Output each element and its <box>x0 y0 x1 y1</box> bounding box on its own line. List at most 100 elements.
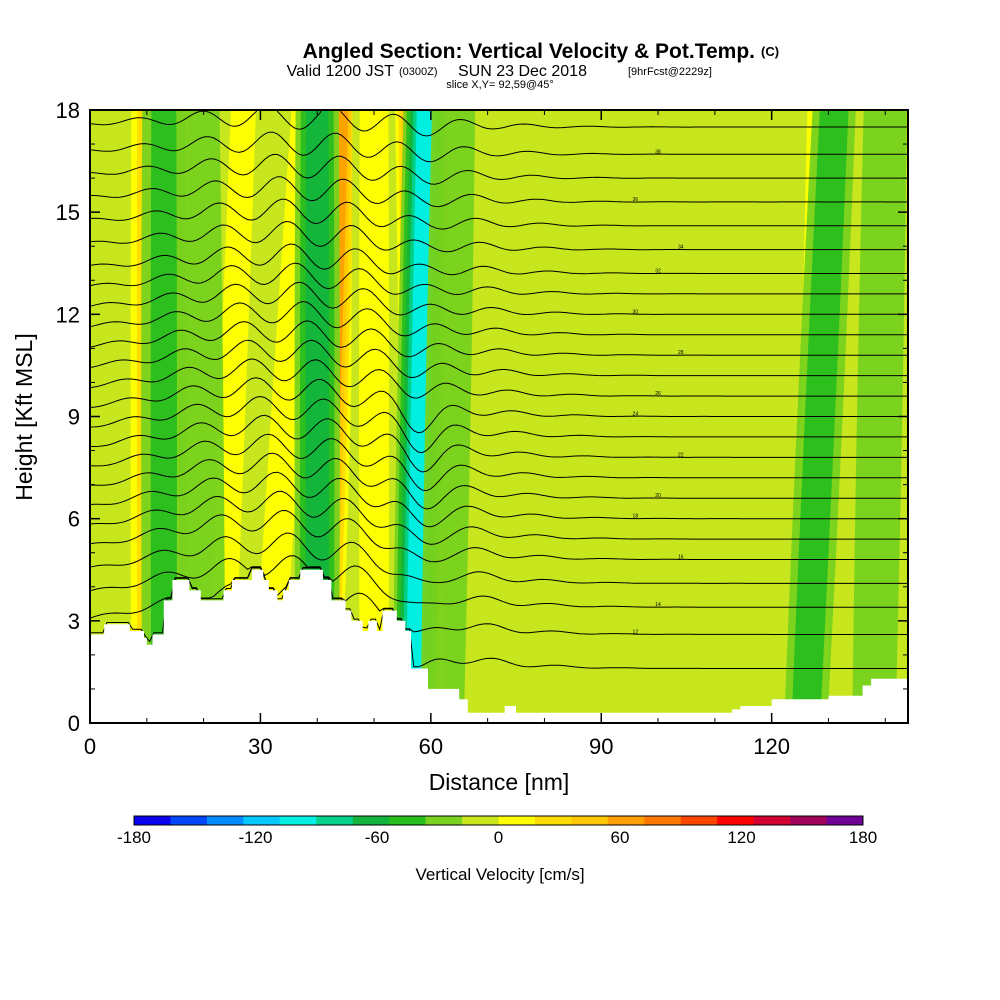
y-tick-label-2: 6 <box>68 507 80 532</box>
isentrope-23 <box>90 131 908 163</box>
isentrope-13 <box>90 339 908 379</box>
valid-time-part3: SUN 23 Dec 2018 <box>458 63 587 80</box>
isentrope-label-8: 28 <box>678 350 684 356</box>
isentrope-label-1: 14 <box>655 602 661 608</box>
isentrope-label-9: 30 <box>633 309 639 315</box>
isentrope-label-10: 32 <box>655 268 661 274</box>
colorbar-swatch-6 <box>352 816 390 825</box>
colorbar-swatch-5 <box>316 816 354 825</box>
colorbar-swatch-2 <box>206 816 244 825</box>
isentrope-3 <box>90 532 908 584</box>
valid-time-part4: [9hrFcst@2229z] <box>628 66 712 78</box>
colorbar-tick-3: 0 <box>494 828 503 847</box>
colorbar-swatch-17 <box>753 816 791 825</box>
colorbar-tick-2: -60 <box>365 828 390 847</box>
colorbar-frame <box>133 815 864 826</box>
colorbar: -180 -120 -60 0 60 120 180 <box>117 815 877 847</box>
y-tick-label-5: 15 <box>56 200 80 225</box>
downdraft-band-0-level-1 <box>150 110 177 723</box>
isentrope-label-11: 34 <box>678 245 684 251</box>
colorbar-swatch-18 <box>790 816 827 825</box>
isentrope-8 <box>90 433 908 492</box>
colorbar-tick-4: 60 <box>611 828 630 847</box>
isentrope-15 <box>90 300 908 337</box>
colorbar-swatch-3 <box>243 816 281 825</box>
colorbar-swatch-1 <box>170 816 208 825</box>
isentrope-label-12: 36 <box>633 197 639 203</box>
isentrope-20 <box>90 198 908 230</box>
slice-info: slice X,Y= 92,59@45° <box>446 79 554 91</box>
chart-title-unit: (C) <box>761 44 779 59</box>
y-tick-label-4: 12 <box>56 302 80 327</box>
isentrope-2 <box>90 555 908 608</box>
colorbar-swatch-8 <box>425 816 463 825</box>
downdraft-band-2-level-2 <box>305 110 329 723</box>
colorbar-tick-5: 120 <box>727 828 755 847</box>
x-tick-label-3: 90 <box>589 734 613 759</box>
isentrope-label-7: 26 <box>655 391 661 397</box>
isentrope-22 <box>90 153 908 185</box>
colorbar-label: Vertical Velocity [cm/s] <box>415 865 584 884</box>
isentrope-label-0: 12 <box>633 629 639 635</box>
colorbar-swatch-4 <box>279 816 317 825</box>
colorbar-swatch-0 <box>134 816 171 825</box>
x-tick-label-0: 0 <box>84 734 96 759</box>
colorbar-swatch-10 <box>498 816 536 825</box>
isentrope-1 <box>90 566 908 635</box>
isentrope-10 <box>90 395 908 454</box>
colorbar-swatch-13 <box>607 816 645 825</box>
colorbar-tick-0: -180 <box>117 828 151 847</box>
isentrope-24 <box>90 110 908 137</box>
isentrope-19 <box>90 220 908 253</box>
y-tick-label-1: 3 <box>68 609 80 634</box>
isentrope-label-13: 38 <box>655 149 661 155</box>
isentrope-4 <box>90 509 908 563</box>
isentrope-label-5: 22 <box>678 452 684 458</box>
isentrope-label-3: 18 <box>633 514 639 520</box>
isentrope-label-6: 24 <box>633 412 639 418</box>
isentrope-12 <box>90 358 908 399</box>
colorbar-swatch-12 <box>571 816 609 825</box>
x-tick-label-4: 120 <box>753 734 790 759</box>
isentrope-18 <box>90 243 908 276</box>
terrain-mask <box>90 569 908 723</box>
colorbar-swatch-7 <box>389 816 426 825</box>
colorbar-tick-6: 180 <box>849 828 877 847</box>
valid-time-part1: Valid 1200 JST <box>287 63 395 80</box>
x-axis-label: Distance [nm] <box>429 769 570 795</box>
isentrope-label-4: 20 <box>655 493 661 499</box>
y-axis-label: Height [Kft MSL] <box>11 333 37 500</box>
isentrope-9 <box>90 414 908 473</box>
x-axis: 0 30 60 90 120 <box>84 110 886 759</box>
isentrope-17 <box>90 262 908 296</box>
downdraft-band-4-level-0 <box>420 110 476 723</box>
isentrope-14 <box>90 320 908 358</box>
colorbar-tick-1: -120 <box>238 828 272 847</box>
colorbar-swatch-14 <box>644 816 682 825</box>
colorbar-swatch-15 <box>680 816 718 825</box>
colorbar-swatch-16 <box>717 816 755 825</box>
colorbar-swatch-11 <box>534 816 572 825</box>
isentrope-11 <box>90 377 908 434</box>
potential-temperature-contours: 12 14 16 18 20 22 24 26 28 30 32 34 36 38 <box>90 110 908 669</box>
colorbar-swatch-19 <box>826 816 864 825</box>
chart-title: Angled Section: Vertical Velocity & Pot.… <box>303 40 755 63</box>
isentrope-16 <box>90 281 908 316</box>
isentrope-6 <box>90 471 908 528</box>
terrain-profile <box>90 569 908 723</box>
x-tick-label-1: 30 <box>248 734 272 759</box>
x-tick-label-2: 60 <box>419 734 443 759</box>
y-tick-label-3: 9 <box>68 405 80 430</box>
downdraft-band-3-level-4 <box>405 110 434 723</box>
isentrope-5 <box>90 490 908 545</box>
isentrope-21 <box>90 176 908 208</box>
y-tick-label-0: 0 <box>68 711 80 736</box>
valid-time-part2: (0300Z) <box>399 66 438 78</box>
isentrope-label-2: 16 <box>678 555 684 561</box>
y-tick-label-6: 18 <box>56 98 80 123</box>
colorbar-swatch-9 <box>462 816 499 825</box>
isentrope-7 <box>90 452 908 510</box>
isentrope-0 <box>90 567 908 669</box>
